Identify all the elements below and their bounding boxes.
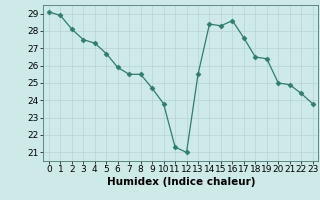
X-axis label: Humidex (Indice chaleur): Humidex (Indice chaleur) — [107, 177, 255, 187]
